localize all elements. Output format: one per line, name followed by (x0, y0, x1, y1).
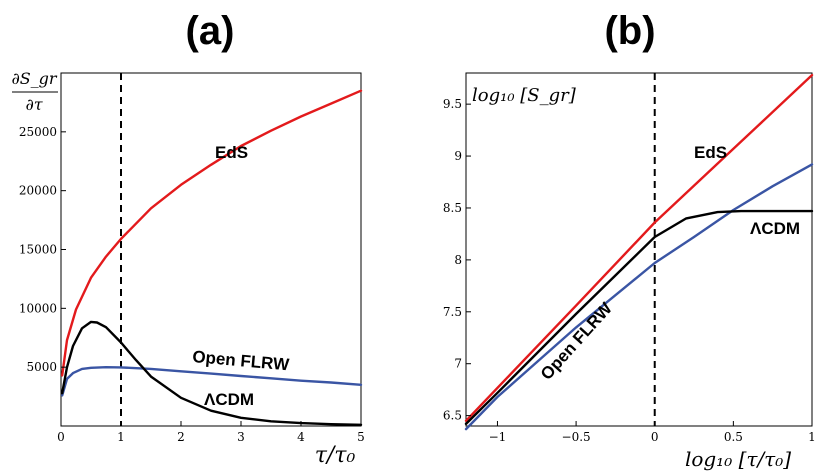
panel-a-label-lcdm: ΛCDM (204, 390, 254, 409)
panel-a-xtick-label-3: 3 (237, 430, 245, 444)
panel-a-series-eds (61, 89, 363, 377)
panel-a-xtick-label-1: 1 (117, 430, 125, 444)
panel-b-xtick-label-0: −1 (489, 430, 507, 444)
panel-a-label: (a) (186, 9, 235, 53)
panel-a-series-lcdm (61, 320, 363, 426)
panel-b-series-eds (464, 73, 814, 422)
panel-a-ylabel-top: ∂S_gr (11, 69, 57, 88)
panel-a-ytick-label-0: 5000 (26, 360, 57, 374)
panel-b-ytick-label-4: 8.5 (443, 201, 462, 215)
panel-a-ytick-label-4: 25000 (19, 125, 57, 139)
panel-a-xtick-label-2: 2 (177, 430, 185, 444)
panel-a-xlabel: τ/τ₀ (315, 443, 356, 468)
panel-b-ytick-label-1: 7 (454, 357, 462, 371)
panel-a-label-open-flrw: Open FLRW (192, 347, 291, 374)
panel-b-ytick-label-3: 8 (454, 253, 462, 267)
panel-a-ytick-label-2: 15000 (19, 243, 57, 257)
panel-b-ytick-label-5: 9 (454, 149, 462, 163)
panel-b-frame (465, 72, 813, 427)
panel-b-xtick-label-4: 1 (808, 430, 816, 444)
panel-a-ytick-label-3: 20000 (19, 184, 57, 198)
panel-b-series-open-flrw (464, 163, 814, 431)
panel-b-xlabel: log₁₀ [τ/τ₀] (685, 447, 791, 471)
panel-a-label-eds: EdS (215, 143, 248, 162)
panel-b-ytick-label-0: 6.5 (443, 409, 462, 423)
panel-b-xtick-label-2: 0 (651, 430, 659, 444)
panel-b-series-lcdm (464, 209, 814, 426)
panel-a-ylabel-bottom: ∂τ (25, 95, 43, 114)
panel-a-xtick-label-4: 4 (297, 430, 305, 444)
panel-b: −1 −0.5 0 0.5 16.577.588.599.5 log₁₀ [S_gr] … (443, 72, 816, 471)
panel-a-xtick-label-0: 0 (57, 430, 65, 444)
panel-b-xtick-label-3: 0.5 (724, 430, 743, 444)
panel-a-xtick-label-5: 5 (357, 430, 365, 444)
panel-b-ylabel: log₁₀ [S_gr] (472, 85, 577, 106)
panel-b-label-lcdm: ΛCDM (750, 219, 800, 238)
panel-a-ytick-label-1: 10000 (19, 301, 57, 315)
panel-b-ytick-label-2: 7.5 (443, 305, 462, 319)
panel-b-label: (b) (604, 9, 655, 53)
panel-b-xtick-label-1: −0.5 (562, 430, 591, 444)
panel-b-ytick-label-6: 9.5 (443, 97, 462, 111)
panel-b-label-eds: EdS (694, 143, 727, 162)
panel-a-series-open-flrw (61, 366, 363, 397)
